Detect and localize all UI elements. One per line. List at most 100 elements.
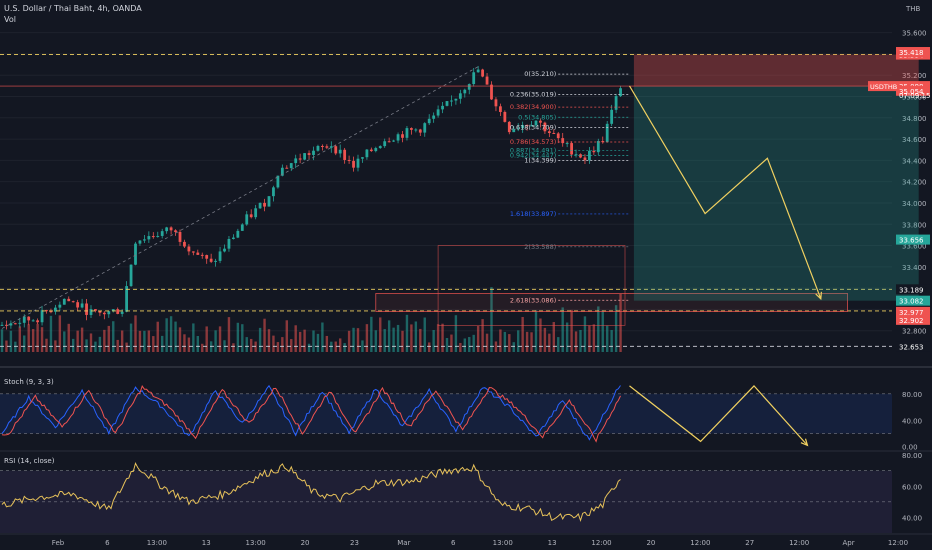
time-tick-label: 20 [301, 539, 310, 547]
volume-bar [232, 343, 235, 352]
candle-body [9, 323, 13, 326]
volume-bar [107, 325, 110, 352]
price-tick-label: 35.200 [902, 72, 927, 80]
volume-bar [236, 322, 240, 352]
candle-body [414, 129, 418, 131]
candle-body [102, 312, 106, 315]
volume-bar [267, 329, 271, 352]
candle-body [534, 120, 538, 126]
volume-bar [414, 321, 418, 352]
price-level-badge [896, 314, 930, 325]
volume-bar [49, 315, 53, 352]
volume-bar [72, 338, 75, 352]
volume-bar [485, 333, 489, 352]
volume-bar [174, 321, 177, 352]
volume-bar [23, 335, 26, 352]
volume-bar [539, 318, 542, 352]
volume-bar [129, 323, 133, 352]
candle-body [445, 101, 449, 106]
volume-bar [588, 325, 591, 352]
position-target-zone [633, 86, 919, 301]
price-level-badge [896, 85, 930, 96]
price-tick-label: 35.000 [902, 94, 927, 102]
candle-body [22, 316, 26, 323]
volume-bar [161, 335, 164, 352]
volume-bar [218, 326, 222, 352]
volume-bar [183, 334, 186, 352]
candle-body [503, 111, 507, 122]
volume-bar [370, 316, 373, 352]
stoch-projection-arrow-arrowhead [800, 438, 809, 447]
volume-bar [490, 287, 493, 352]
candle-body [401, 134, 404, 138]
volume-bar [436, 324, 440, 352]
fib-level-label: 1.618(33.897) [510, 210, 556, 218]
volume-bar [276, 342, 280, 352]
volume-bar [112, 321, 115, 352]
candle-body [129, 264, 133, 287]
volume-bar [76, 330, 79, 352]
candle-body [196, 252, 200, 255]
candle-body [561, 138, 565, 144]
price-tick-label: 33.800 [902, 221, 927, 229]
volume-bar [597, 306, 600, 352]
volume-bar [450, 334, 453, 352]
volume-bar [445, 337, 449, 352]
volume-bar [63, 331, 66, 352]
fib-level-label: 0.942(34.447) [510, 151, 556, 159]
volume-bar [508, 334, 511, 352]
candle-body [579, 154, 582, 158]
candle-body [365, 149, 369, 158]
volume-bar [5, 340, 8, 352]
stoch-tick-label: 80.00 [902, 391, 922, 399]
candle-body [588, 150, 591, 161]
candle-body [58, 304, 62, 308]
volume-bar [303, 329, 306, 352]
candle-body [499, 106, 502, 112]
price-tick-label: 34.200 [902, 179, 927, 187]
candle-body [383, 141, 387, 147]
candle-body [49, 311, 53, 313]
volume-bar [525, 331, 529, 352]
volume-bar [316, 333, 320, 352]
candle-body [583, 157, 587, 161]
candle-body [481, 69, 484, 77]
volume-bar [387, 320, 391, 352]
candle-body [374, 148, 378, 152]
time-tick-label: 13:00 [147, 539, 167, 547]
candle-body [329, 146, 333, 148]
candle-body [125, 286, 128, 312]
volume-bar [192, 323, 195, 352]
volume-bar [138, 330, 142, 352]
candle-body [5, 324, 8, 326]
candle-body [601, 141, 605, 143]
stoch-d-line [1, 385, 621, 443]
volume-bar [285, 320, 288, 352]
candle-body [94, 309, 97, 311]
volume-bar [325, 335, 329, 352]
candle-body [450, 100, 453, 102]
symbol-tag-label: USDTHB [870, 83, 897, 91]
price-level-badge-label: 35.418 [899, 49, 924, 57]
candle-body [289, 163, 293, 169]
price-level-badge-label: 32.902 [899, 317, 924, 325]
candle-body [516, 128, 520, 130]
volume-bar [347, 330, 351, 352]
volume-bar [9, 330, 13, 352]
price-tick-label: 35.600 [902, 30, 927, 38]
stoch-projection-arrow [629, 385, 808, 446]
price-level-badge-label: 33.656 [899, 237, 924, 245]
candle-body [13, 323, 17, 325]
time-tick-label: 6 [451, 539, 456, 547]
candle-body [441, 105, 444, 110]
stoch-tick-label: 40.00 [902, 417, 922, 425]
volume-bar [548, 333, 551, 352]
fib-box [437, 245, 626, 326]
candle-body [610, 109, 614, 124]
candle-body [396, 134, 400, 141]
volume-bar [290, 339, 293, 352]
candle-body [521, 125, 525, 129]
volume-bar [419, 328, 422, 352]
volume-bar [401, 330, 404, 352]
